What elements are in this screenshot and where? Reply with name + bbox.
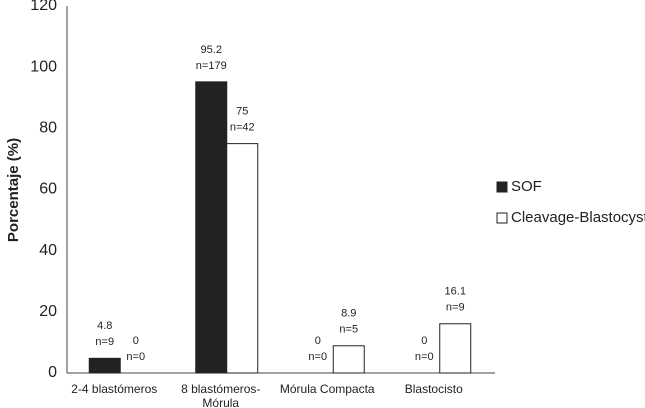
value-label: 4.8 [97, 320, 112, 332]
legend-swatch [496, 181, 508, 193]
n-label: n=9 [446, 302, 465, 314]
value-label: 0 [421, 335, 427, 347]
x-tick-label: Blastocisto [404, 382, 463, 396]
value-label: 8.9 [341, 308, 356, 320]
bar [195, 81, 228, 374]
value-label: 0 [315, 335, 321, 347]
y-tick-label: 80 [39, 120, 57, 137]
n-label: n=0 [308, 351, 327, 363]
bar [439, 323, 472, 374]
y-tick-label: 60 [39, 181, 57, 198]
y-axis-label: Porcentaje (%) [5, 138, 22, 242]
y-tick-label: 40 [39, 242, 57, 259]
x-tick-label: 8 blastómeros-Mórula [181, 382, 261, 408]
y-tick-label: 100 [30, 58, 57, 75]
n-label: n=0 [126, 351, 145, 363]
y-tick-label: 120 [30, 0, 57, 14]
legend-label: Cleavage-Blastocyst [511, 209, 645, 226]
legend-swatch [496, 212, 508, 224]
bar [332, 345, 365, 374]
y-tick-label: 0 [48, 364, 57, 381]
value-label: 16.1 [445, 286, 466, 298]
y-tick-label: 20 [39, 303, 57, 320]
n-label: n=179 [196, 60, 227, 72]
value-label: 95.2 [201, 44, 222, 56]
x-tick-label: 2-4 blastómeros [71, 382, 158, 396]
bar [226, 143, 259, 374]
bar [88, 357, 121, 374]
value-label: 75 [236, 106, 248, 118]
n-label: n=9 [95, 336, 114, 348]
value-label: 0 [133, 335, 139, 347]
legend-label: SOF [511, 178, 542, 195]
x-tick-label: Mórula Compacta [279, 382, 375, 396]
n-label: n=0 [415, 351, 434, 363]
n-label: n=42 [230, 122, 255, 134]
n-label: n=5 [339, 324, 358, 336]
